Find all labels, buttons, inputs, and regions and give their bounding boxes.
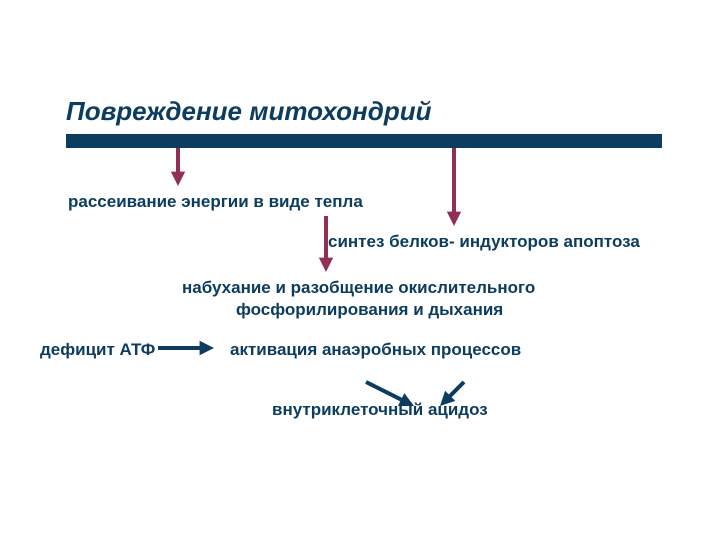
arrows-layer (0, 0, 720, 540)
label-swelling-line2: фосфорилирования и дыхания (236, 300, 503, 320)
label-atp-deficit: дефицит АТФ (40, 340, 155, 360)
label-intracellular-acidosis: внутриклеточный ацидоз (272, 400, 488, 420)
label-anaerobic-activation: активация анаэробных процессов (230, 340, 521, 360)
label-energy-dissipation: рассеивание энергии в виде тепла (68, 192, 363, 212)
label-swelling-line1: набухание и разобщение окислительного (182, 278, 535, 298)
label-apoptosis-inductors: синтез белков- индукторов апоптоза (328, 232, 640, 252)
